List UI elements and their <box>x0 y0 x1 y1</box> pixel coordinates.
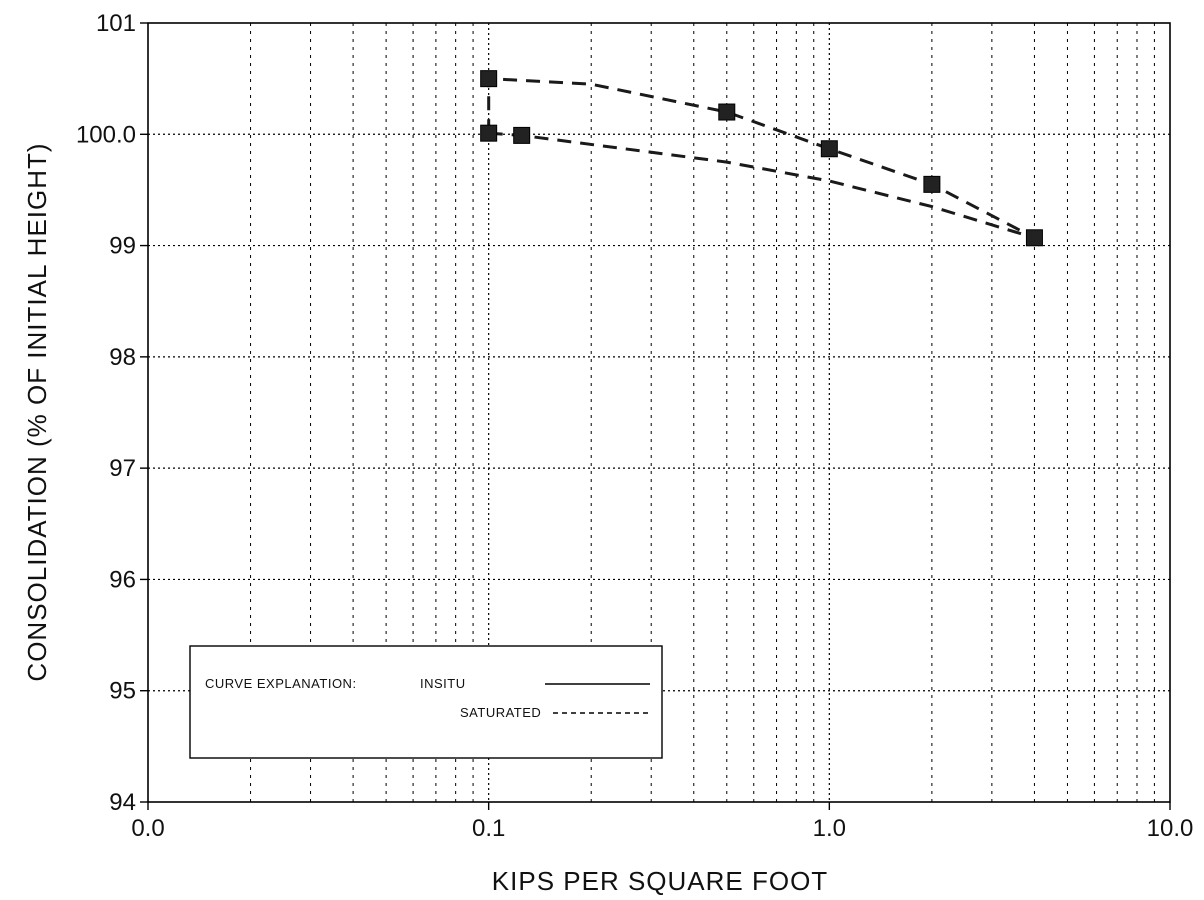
y-tick-label: 96 <box>109 566 136 593</box>
x-tick-label: 0.1 <box>472 815 505 842</box>
legend: CURVE EXPLANATION: INSITU SATURATED <box>189 645 663 759</box>
y-tick-label: 95 <box>109 678 136 705</box>
x-tick-label: 0.0 <box>131 815 164 842</box>
x-tick-label: 10.0 <box>1147 815 1194 842</box>
y-tick-label: 98 <box>109 344 136 371</box>
legend-label-insitu: INSITU <box>420 676 466 691</box>
legend-label-saturated: SATURATED <box>460 705 541 720</box>
x-tick-label: 1.0 <box>813 815 846 842</box>
legend-title: CURVE EXPLANATION: <box>205 676 357 691</box>
y-tick-label: 101 <box>96 10 136 37</box>
legend-box <box>189 645 663 759</box>
data-point-marker <box>820 140 838 158</box>
y-tick-label: 97 <box>109 455 136 482</box>
data-point-marker <box>1025 229 1043 247</box>
y-axis-ticks: 94 95 96 97 98 99 100.0 101 <box>76 10 148 816</box>
y-tick-label: 100.0 <box>76 121 136 148</box>
data-markers <box>480 70 1043 247</box>
plot-frame <box>147 22 1171 803</box>
data-point-marker <box>513 126 531 144</box>
data-point-marker <box>718 103 736 121</box>
y-axis-title: CONSOLIDATION (% OF INITIAL HEIGHT) <box>22 142 52 681</box>
data-point-marker <box>923 175 941 193</box>
data-point-marker <box>480 70 498 88</box>
y-tick-label: 99 <box>109 233 136 260</box>
series-line-1 <box>488 131 1035 240</box>
x-axis-title: KIPS PER SQUARE FOOT <box>492 866 828 896</box>
data-point-marker <box>480 124 498 142</box>
x-axis-ticks: 0.0 0.1 1.0 10.0 <box>131 802 1193 842</box>
y-tick-label: 94 <box>109 789 136 816</box>
series-lines <box>487 77 1036 240</box>
